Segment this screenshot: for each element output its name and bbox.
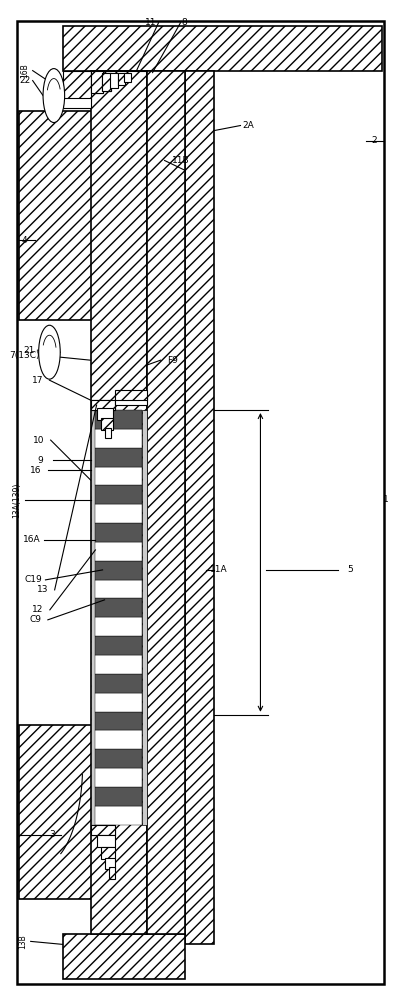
- Bar: [95, 523, 142, 542]
- Text: 13B: 13B: [18, 934, 27, 949]
- Text: 4: 4: [22, 236, 28, 245]
- Text: 2: 2: [371, 136, 377, 145]
- Bar: [91, 825, 115, 835]
- Text: 16: 16: [30, 466, 42, 475]
- Bar: [110, 73, 118, 88]
- Bar: [184, 71, 215, 944]
- Text: 12: 12: [32, 605, 44, 614]
- Text: 21: 21: [24, 346, 35, 355]
- Bar: [91, 825, 115, 835]
- Bar: [91, 400, 115, 410]
- Bar: [105, 858, 115, 869]
- Bar: [95, 410, 142, 429]
- Bar: [63, 934, 184, 979]
- Bar: [95, 806, 142, 825]
- Bar: [118, 73, 125, 85]
- Text: 2A: 2A: [243, 121, 254, 130]
- Text: C19: C19: [24, 575, 43, 584]
- Bar: [95, 712, 142, 730]
- Bar: [95, 542, 142, 561]
- Text: 5: 5: [348, 565, 353, 574]
- Bar: [142, 410, 146, 825]
- Text: 11B: 11B: [172, 156, 189, 165]
- Bar: [91, 410, 95, 825]
- Text: 9: 9: [38, 456, 44, 465]
- Bar: [109, 867, 115, 879]
- Bar: [105, 428, 111, 438]
- Text: 16A: 16A: [23, 535, 41, 544]
- Text: 3: 3: [50, 830, 55, 839]
- Bar: [91, 400, 115, 410]
- Bar: [95, 636, 142, 655]
- Bar: [101, 847, 115, 859]
- Bar: [95, 485, 142, 504]
- Bar: [91, 71, 103, 93]
- Bar: [95, 598, 142, 617]
- Bar: [102, 73, 111, 91]
- Bar: [63, 71, 91, 101]
- Bar: [95, 787, 142, 806]
- Text: 22: 22: [19, 76, 30, 85]
- Text: 10: 10: [33, 436, 45, 445]
- Text: C9: C9: [30, 615, 42, 624]
- Bar: [97, 408, 113, 420]
- Bar: [102, 73, 111, 91]
- Bar: [95, 561, 142, 580]
- Text: 7(13C): 7(13C): [9, 351, 40, 360]
- Bar: [115, 395, 146, 405]
- Circle shape: [43, 69, 65, 123]
- Text: 13A(139): 13A(139): [12, 482, 21, 518]
- Bar: [91, 71, 103, 93]
- Bar: [97, 835, 115, 847]
- Bar: [63, 98, 91, 108]
- Text: 8: 8: [182, 18, 187, 27]
- Bar: [63, 26, 382, 71]
- Text: 17: 17: [32, 376, 43, 385]
- Bar: [95, 693, 142, 712]
- Bar: [95, 429, 142, 448]
- Bar: [95, 467, 142, 485]
- Bar: [19, 725, 103, 899]
- Text: 11A: 11A: [210, 565, 227, 574]
- Bar: [91, 71, 146, 934]
- Bar: [124, 73, 131, 82]
- Text: 1: 1: [383, 495, 389, 504]
- Bar: [95, 617, 142, 636]
- Bar: [19, 111, 95, 320]
- Text: 11: 11: [145, 18, 156, 27]
- Text: 13: 13: [37, 585, 49, 594]
- Bar: [95, 749, 142, 768]
- Bar: [95, 730, 142, 749]
- Bar: [95, 768, 142, 787]
- Circle shape: [38, 325, 60, 379]
- Bar: [101, 418, 113, 430]
- Bar: [95, 655, 142, 674]
- Bar: [95, 504, 142, 523]
- Bar: [95, 580, 142, 598]
- Text: F9: F9: [167, 356, 178, 365]
- Bar: [115, 390, 146, 400]
- Bar: [146, 71, 184, 934]
- Bar: [95, 448, 142, 467]
- Bar: [95, 674, 142, 693]
- Text: 16B: 16B: [20, 63, 29, 78]
